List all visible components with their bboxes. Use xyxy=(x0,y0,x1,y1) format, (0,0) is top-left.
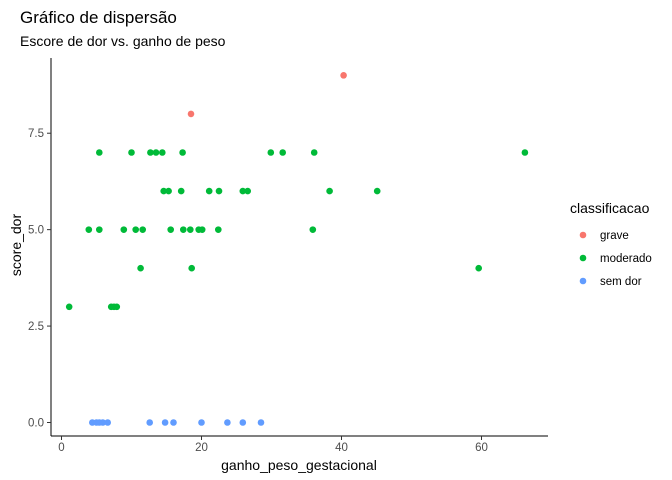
data-point-moderado xyxy=(187,226,194,233)
data-point-moderado xyxy=(180,226,187,233)
x-ticks: 0 20 40 60 xyxy=(58,436,488,454)
y-ticks: 0.0 2.5 5.0 7.5 xyxy=(28,128,51,430)
data-point-moderado xyxy=(267,149,275,156)
data-point-moderado xyxy=(96,149,103,156)
legend-items: grave moderado sem dor xyxy=(579,230,652,288)
y-tick-label: 2.5 xyxy=(28,321,44,333)
y-axis-title: score_dor xyxy=(8,214,24,277)
data-point-moderado xyxy=(215,187,223,195)
data-point-sem-dor xyxy=(224,419,231,426)
data-point-sem-dor xyxy=(170,419,177,426)
data-point-sem-dor xyxy=(257,419,265,426)
x-tick-label: 40 xyxy=(335,442,348,454)
data-point-moderado xyxy=(120,226,128,233)
legend-label-sem-dor: sem dor xyxy=(600,276,642,288)
y-tick-label: 7.5 xyxy=(28,128,44,140)
legend-title: classificacao xyxy=(570,200,650,216)
data-point-moderado xyxy=(167,226,174,233)
legend: classificacao grave moderado sem dor xyxy=(570,200,652,288)
x-axis-title: ganho_peso_gestacional xyxy=(221,457,377,473)
data-point-moderado xyxy=(198,226,206,233)
data-point-moderado xyxy=(152,149,160,156)
data-point-grave xyxy=(340,72,347,79)
data-point-moderado xyxy=(244,187,251,195)
axes: 0 20 40 60 0.0 2.5 5.0 7.5 xyxy=(28,58,548,454)
data-point-sem-dor xyxy=(146,419,153,426)
x-tick-label: 20 xyxy=(195,442,208,454)
data-point-sem-dor xyxy=(104,419,111,426)
data-point-moderado xyxy=(310,149,318,156)
legend-key-sem-dor xyxy=(579,277,587,285)
data-point-moderado xyxy=(113,303,121,311)
data-point-sem-dor xyxy=(198,419,205,426)
x-tick-label: 0 xyxy=(58,442,64,454)
data-point-moderado xyxy=(177,187,185,195)
data-point-moderado xyxy=(279,149,287,156)
data-point-moderado xyxy=(309,226,317,233)
data-point-moderado xyxy=(128,149,135,156)
data-point-moderado xyxy=(205,187,213,195)
data-point-moderado xyxy=(132,226,139,233)
legend-label-moderado: moderado xyxy=(600,253,652,265)
data-point-moderado xyxy=(165,187,172,195)
data-point-moderado xyxy=(188,264,195,272)
data-point-moderado xyxy=(147,149,154,156)
chart-subtitle: Escore de dor vs. ganho de peso xyxy=(20,33,226,49)
legend-key-moderado xyxy=(579,254,587,262)
data-point-moderado xyxy=(65,303,73,311)
data-point-sem-dor xyxy=(99,419,107,426)
data-point-moderado xyxy=(96,226,103,233)
scatter-points xyxy=(65,72,529,426)
y-tick-label: 5.0 xyxy=(28,225,44,237)
data-point-moderado xyxy=(160,187,167,195)
legend-label-grave: grave xyxy=(600,230,629,242)
data-point-moderado xyxy=(137,264,144,272)
chart-title: Gráfico de dispersão xyxy=(20,8,177,27)
data-point-moderado xyxy=(373,187,381,195)
data-point-moderado xyxy=(239,187,247,195)
data-point-moderado xyxy=(85,226,93,233)
data-point-moderado xyxy=(139,226,146,233)
legend-key-grave xyxy=(579,231,587,239)
y-tick-label: 0.0 xyxy=(28,418,44,430)
data-point-moderado xyxy=(521,149,529,156)
data-point-moderado xyxy=(159,149,166,156)
data-point-sem-dor xyxy=(239,419,247,426)
data-point-moderado xyxy=(326,187,333,195)
x-tick-label: 60 xyxy=(475,442,488,454)
data-point-moderado xyxy=(475,264,483,272)
data-point-sem-dor xyxy=(161,419,169,426)
data-point-moderado xyxy=(179,149,186,156)
data-point-grave xyxy=(187,110,195,118)
data-point-moderado xyxy=(215,226,222,233)
